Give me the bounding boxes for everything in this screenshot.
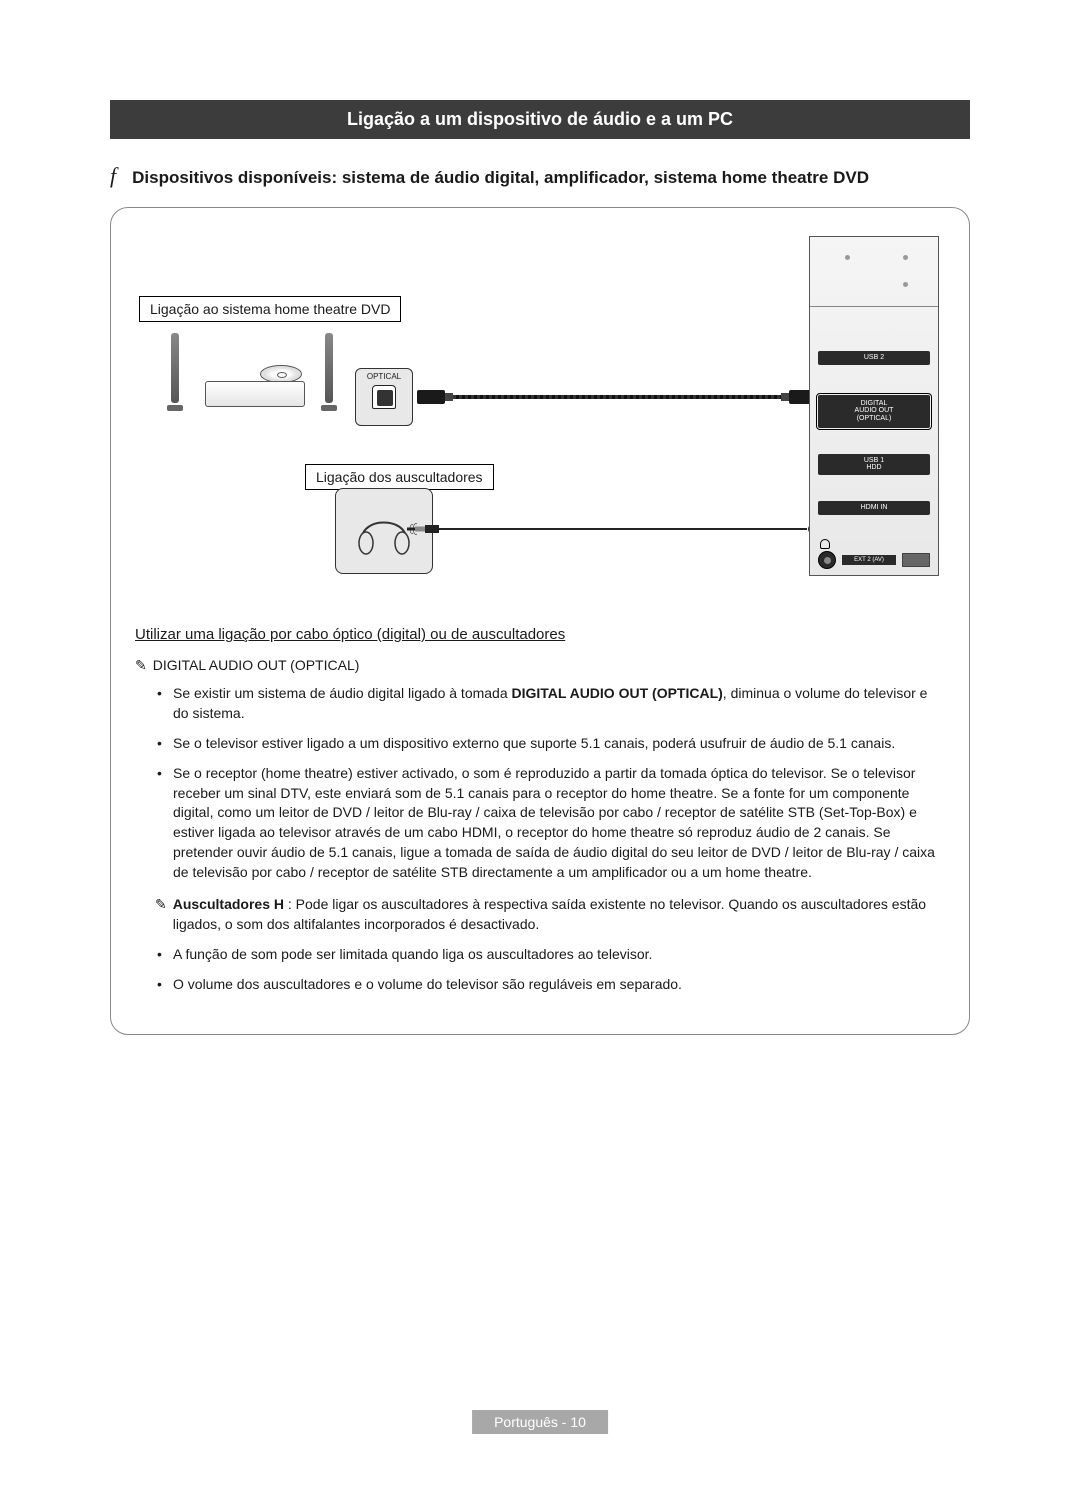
subtitle-row: f Dispositivos disponíveis: sistema de á… bbox=[110, 163, 970, 189]
port-usb1: USB 1 HDD bbox=[818, 454, 930, 475]
section-subheading: Utilizar uma ligação por cabo óptico (di… bbox=[135, 626, 945, 643]
note-icon: ✎ bbox=[135, 657, 147, 674]
headphones-text: : Pode ligar os auscultadores à respecti… bbox=[173, 896, 926, 932]
headphones-paragraph: ✎ Auscultadores H : Pode ligar os auscul… bbox=[135, 895, 945, 935]
headphones-prefix: Auscultadores H bbox=[173, 896, 284, 912]
optical-connector-icon: OPTICAL bbox=[355, 368, 413, 426]
section-title: Ligação a um dispositivo de áudio e a um… bbox=[110, 100, 970, 139]
port-hdmi: HDMI IN bbox=[818, 501, 930, 515]
label-home-theatre: Ligação ao sistema home theatre DVD bbox=[139, 296, 401, 322]
dvd-player-icon bbox=[205, 381, 305, 407]
optical-note-heading: ✎ DIGITAL AUDIO OUT (OPTICAL) bbox=[135, 657, 945, 674]
connection-diagram: Ligação ao sistema home theatre DVD OPTI… bbox=[135, 228, 945, 608]
headphones-icon bbox=[354, 505, 414, 557]
headphone-jack-icon bbox=[820, 539, 830, 549]
port-ext2-shape-icon bbox=[902, 553, 930, 567]
headphones-bullet: A função de som pode ser limitada quando… bbox=[173, 945, 945, 965]
optical-cable-icon bbox=[417, 395, 817, 399]
speaker-left-icon bbox=[171, 333, 179, 403]
optical-bullet: Se o televisor estiver ligado a um dispo… bbox=[173, 734, 945, 754]
label-headphones: Ligação dos auscultadores bbox=[305, 464, 494, 490]
headphone-plug-icon bbox=[407, 522, 439, 536]
optical-heading-text: DIGITAL AUDIO OUT (OPTICAL) bbox=[153, 657, 360, 673]
speaker-right-icon bbox=[325, 333, 333, 403]
optical-bullet: Se o receptor (home theatre) estiver act… bbox=[173, 764, 945, 883]
page-footer: Português - 10 bbox=[472, 1410, 608, 1434]
optical-label: OPTICAL bbox=[367, 372, 401, 381]
note-icon: ✎ bbox=[155, 895, 167, 935]
optical-plug-left-icon bbox=[417, 390, 445, 404]
headphones-bullet: O volume dos auscultadores e o volume do… bbox=[173, 975, 945, 995]
headphone-jack-port bbox=[818, 551, 836, 569]
tv-back-panel: USB 2 DIGITAL AUDIO OUT (OPTICAL) USB 1 … bbox=[809, 236, 939, 576]
subtitle-icon: f bbox=[110, 163, 116, 189]
optical-port-shape-icon bbox=[372, 385, 396, 409]
port-digital-audio-out: DIGITAL AUDIO OUT (OPTICAL) bbox=[818, 395, 930, 428]
port-ext2: EXT 2 (AV) bbox=[842, 555, 896, 565]
optical-bullet-list: Se existir um sistema de áudio digital l… bbox=[135, 684, 945, 883]
headphones-bullet-list: A função de som pode ser limitada quando… bbox=[135, 945, 945, 995]
headphone-cable-icon bbox=[437, 528, 807, 530]
optical-bullet: Se existir um sistema de áudio digital l… bbox=[173, 684, 945, 724]
diagram-container: Ligação ao sistema home theatre DVD OPTI… bbox=[110, 207, 970, 1035]
home-theatre-illustration bbox=[165, 333, 345, 423]
port-usb2: USB 2 bbox=[818, 351, 930, 365]
subtitle-text: Dispositivos disponíveis: sistema de áud… bbox=[132, 168, 869, 188]
